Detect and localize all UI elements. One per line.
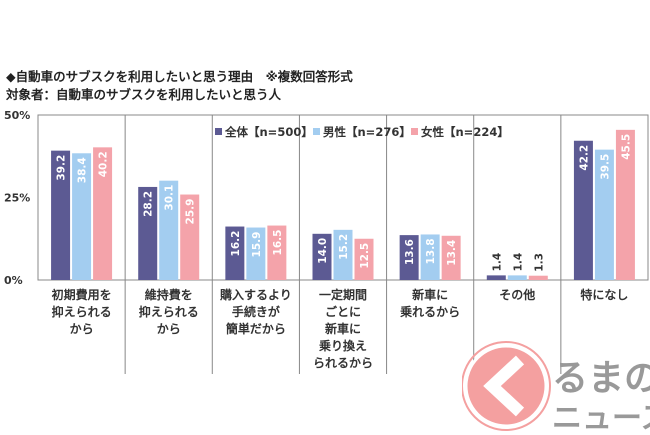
x-tick-label: ごとに [325,304,361,319]
bar-0-1 [72,153,92,280]
bar-0-2 [93,147,113,280]
bar-6-2 [615,129,635,280]
bar-2-2 [267,225,287,280]
kurumanonews-logo: るまの ニュース [462,341,650,435]
bar-1-2 [180,194,200,280]
data-label: 14.0 [317,238,329,264]
x-tick-label: から [70,322,94,336]
x-tick-label: 抑えられる [52,304,112,319]
data-label: 25.9 [185,199,197,225]
data-label: 16.2 [230,231,242,257]
legend-label: 男性【n=276】 [323,125,411,139]
x-tick-label: られるから [313,356,373,370]
bar-0-0 [51,150,71,280]
data-label: 39.5 [599,154,611,180]
x-tick-label: 購入するより [219,287,292,302]
y-tick-label: 50% [4,109,30,122]
data-label: 39.2 [56,155,68,181]
x-tick-label: 初期費用を [52,287,112,302]
bar-4-1 [420,234,440,280]
x-tick-label: 簡単だから [226,321,286,336]
data-label: 45.5 [620,134,632,160]
data-label: 38.4 [77,157,89,183]
bar-4-2 [441,235,461,280]
data-label: 28.2 [143,191,155,217]
x-tick-label: 新車に [325,321,361,336]
x-tick-label: 抑えられる [139,304,199,319]
data-label: 42.2 [578,145,590,171]
data-label: 13.8 [425,238,437,264]
x-tick-label: 乗り換え [319,338,367,353]
chart-title: ◆自動車のサブスクを利用したいと思う理由 ※複数回答形式 [6,69,353,84]
x-tick-label: 維持費を [145,287,193,302]
bar-1-1 [159,180,179,280]
legend-swatch [215,128,222,135]
bar-6-1 [594,149,614,280]
bar-1-0 [138,186,158,280]
x-tick-label: から [157,322,181,336]
data-label: 1.3 [533,253,545,272]
data-label: 13.4 [446,240,458,266]
x-tick-label: 新車に [412,287,448,302]
bar-6-0 [573,140,593,280]
data-label: 16.5 [272,230,284,256]
bar-3-2 [354,238,374,280]
x-tick-label: 手続きが [232,304,280,319]
chart-subtitle: 対象者：自動車のサブスクを利用したいと思う人 [6,87,282,102]
legend-label: 全体【n=500】 [224,125,313,139]
logo-text-1: るまの [552,358,650,399]
legend-label: 女性【n=224】 [421,125,509,139]
x-tick-label: 一定期間 [319,287,367,302]
data-label: 30.1 [164,185,176,211]
y-tick-label: 25% [4,192,30,205]
legend-swatch [411,128,418,135]
legend-swatch [313,128,320,135]
x-tick-label: 乗れるから [400,305,460,319]
logo-text-2: ニュース [552,401,650,435]
x-tick-label: その他 [499,287,535,302]
data-label: 1.4 [491,253,503,272]
bar-5-2 [528,275,548,280]
data-label: 15.2 [338,234,350,260]
y-tick-label: 0% [4,274,23,287]
bar-3-0 [312,233,332,280]
data-label: 1.4 [512,253,524,272]
data-label: 13.6 [404,239,416,265]
bar-5-1 [507,275,527,280]
bar-4-0 [399,235,419,280]
bar-2-0 [225,226,245,280]
data-label: 15.9 [251,232,263,258]
x-tick-label: 特になし [580,287,628,302]
data-label: 12.5 [359,243,371,269]
data-label: 40.2 [98,151,110,177]
bar-2-1 [246,227,266,280]
bar-3-1 [333,229,353,280]
bar-5-0 [486,275,506,280]
